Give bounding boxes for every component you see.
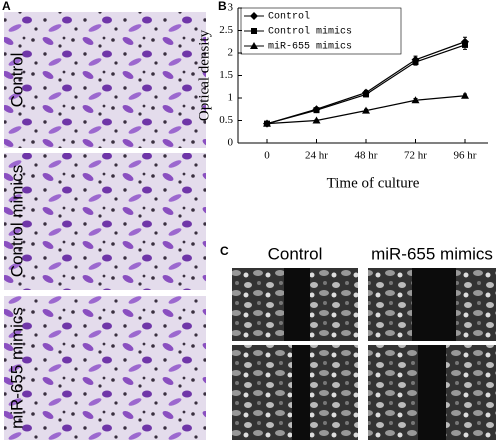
y-tick-label: 2 — [228, 47, 234, 59]
y-tick-label: 0 — [228, 137, 234, 149]
marker — [462, 41, 468, 48]
x-tick-label: 24 hr — [305, 150, 328, 162]
micrograph — [4, 12, 206, 148]
marker — [363, 91, 369, 98]
x-tick-label: 48 hr — [355, 150, 378, 162]
column-label: Control — [268, 244, 323, 263]
micrograph — [4, 153, 206, 290]
marker — [362, 106, 370, 114]
row-label: Control mimics — [7, 165, 26, 277]
marker — [312, 116, 321, 124]
x-tick-label: 0 — [264, 150, 270, 162]
y-tick-label: 2.5 — [219, 24, 233, 36]
marker — [250, 12, 258, 20]
legend-label: miR-655 mimics — [268, 41, 352, 53]
marker — [251, 28, 257, 34]
panel-label: B — [218, 0, 227, 13]
legend-label: Control — [268, 11, 310, 23]
x-axis-title: Time of culture — [327, 175, 420, 191]
y-axis-title: Optical density — [196, 29, 212, 121]
marker — [412, 59, 419, 65]
line-chart: 0 0.5 1 1.5 2 2.5 3 0 24 hr 48 hr 72 hr 96 hr Time o… — [196, 2, 488, 191]
micrograph — [4, 296, 206, 440]
column-label: miR-655 mimics — [371, 244, 493, 263]
row-label: miR-655 mimics — [7, 307, 26, 429]
panel-label: C — [220, 244, 229, 258]
y-tick-label: 0.5 — [219, 114, 233, 126]
x-tick-label: 96 hr — [454, 150, 477, 162]
legend-box — [240, 7, 402, 55]
wound-images — [232, 268, 496, 440]
marker — [263, 119, 271, 127]
y-tick-label: 3 — [228, 2, 234, 14]
marker — [461, 91, 469, 99]
marker — [411, 96, 420, 104]
legend-label: Control mimics — [268, 26, 352, 38]
x-tick-label: 72 hr — [404, 150, 427, 162]
marker — [250, 42, 258, 49]
row-label: Control — [7, 53, 26, 108]
y-tick-label: 1.5 — [219, 69, 233, 81]
y-tick-label: 1 — [228, 92, 234, 104]
marker — [313, 107, 320, 114]
panel-label: A — [2, 0, 11, 13]
